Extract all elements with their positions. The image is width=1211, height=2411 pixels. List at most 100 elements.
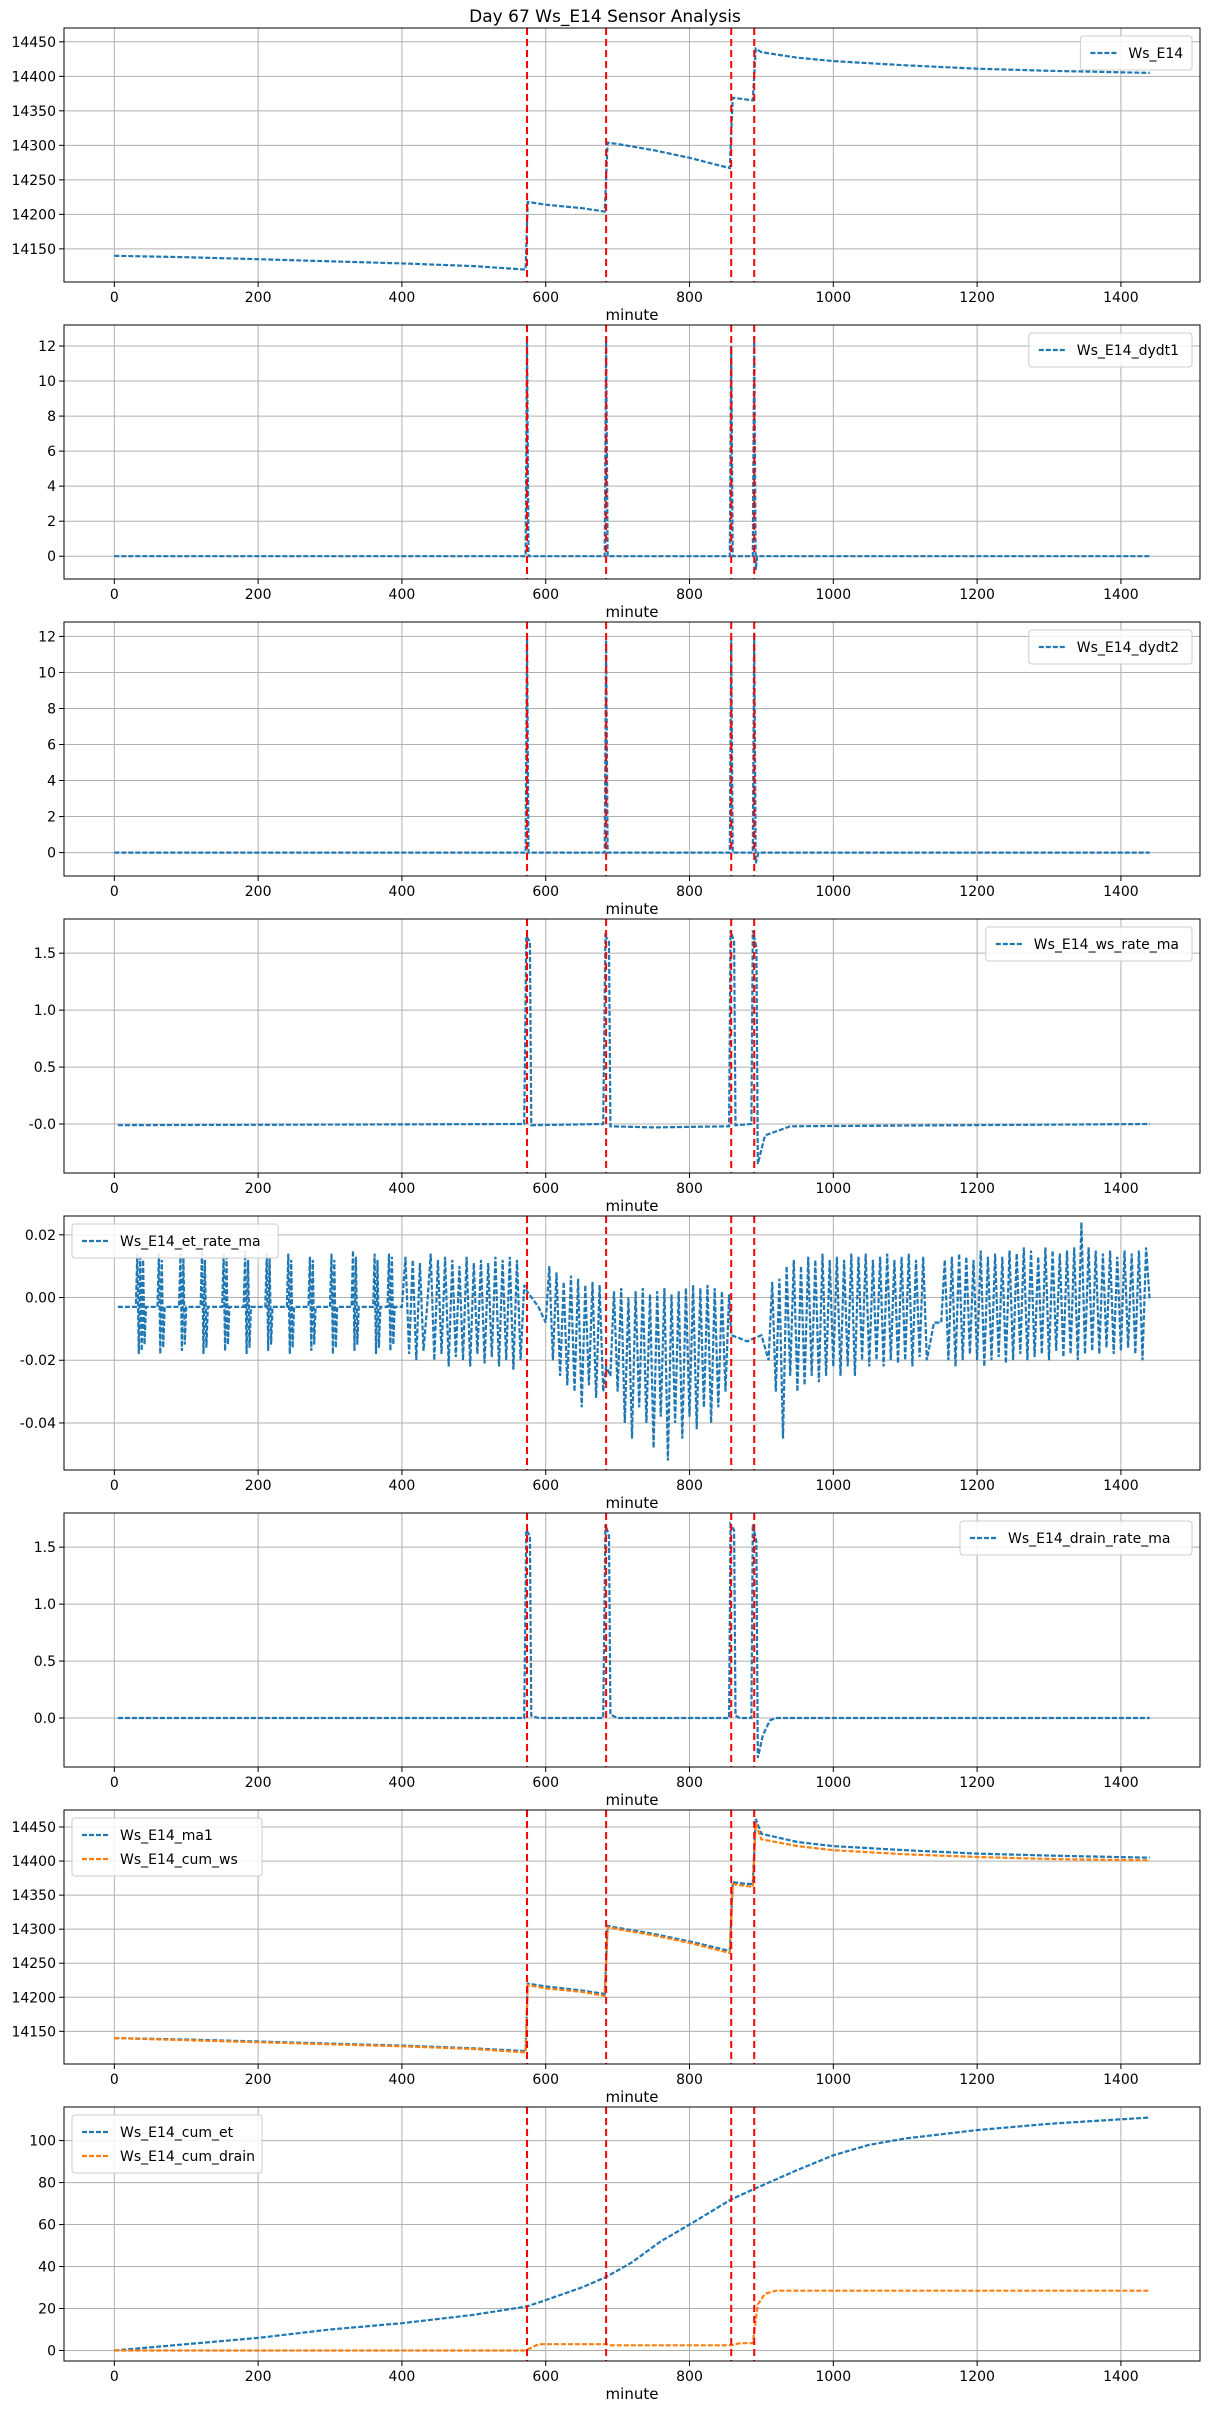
series-line-Ws_E14_et_rate_ma bbox=[117, 1222, 1151, 1461]
x-tick-label: 600 bbox=[532, 1478, 559, 1494]
legend: Ws_E14_drain_rate_ma bbox=[959, 1520, 1193, 1556]
axes-frame bbox=[63, 1215, 1201, 1471]
x-tick-label: 1200 bbox=[959, 884, 995, 900]
x-tick-label: 1200 bbox=[959, 1478, 995, 1494]
x-tick-label: 400 bbox=[389, 1478, 416, 1494]
axes-frame bbox=[63, 621, 1201, 877]
series-group bbox=[114, 337, 1150, 571]
panel-1: 0 200 400 600 800 1000 1200 1400 minute 14150 1420… bbox=[11, 27, 1201, 324]
series-group bbox=[114, 1818, 1150, 2054]
y-tick-label: 10 bbox=[38, 665, 56, 681]
y-tick-label: 14250 bbox=[11, 1956, 56, 1972]
series-line-Ws_E14_cum_ws bbox=[114, 1823, 1150, 2054]
x-tick-label: 1000 bbox=[815, 1181, 851, 1197]
y-tick-label: 14150 bbox=[11, 2024, 56, 2040]
x-tick-label: 1000 bbox=[815, 2072, 851, 2088]
x-tick-label: 200 bbox=[245, 587, 272, 603]
x-tick-label: 1400 bbox=[1103, 2369, 1139, 2385]
panel-6: 0 200 400 600 800 1000 1200 1400 minute 0.0 0.5 1.0… bbox=[34, 1512, 1201, 1809]
axes-frame bbox=[63, 1809, 1201, 2065]
x-tick-label: 800 bbox=[676, 884, 703, 900]
x-axis-label: minute bbox=[606, 1197, 659, 1215]
y-tick-label: 14450 bbox=[11, 35, 56, 51]
x-tick-label: 0 bbox=[110, 2072, 119, 2088]
x-tick-label: 1000 bbox=[815, 290, 851, 306]
x-tick-label: 1400 bbox=[1103, 1775, 1139, 1791]
series-group bbox=[117, 1520, 1150, 1759]
y-tick-label: 14400 bbox=[11, 1854, 56, 1870]
y-tick-label: 2 bbox=[47, 810, 56, 826]
x-tick-label: 0 bbox=[110, 884, 119, 900]
y-tick-label: 0 bbox=[47, 846, 56, 862]
y-tick-label: 20 bbox=[38, 2302, 56, 2318]
x-tick-label: 400 bbox=[389, 2369, 416, 2385]
legend-box bbox=[1028, 332, 1193, 368]
x-tick-label: 1400 bbox=[1103, 1181, 1139, 1197]
axes-frame bbox=[63, 918, 1201, 1174]
x-tick-label: 1000 bbox=[815, 884, 851, 900]
y-tick-label: 12 bbox=[38, 339, 56, 355]
panel-2: 0 200 400 600 800 1000 1200 1400 minute 0 2 4 6 8 10 12… bbox=[38, 324, 1201, 621]
legend: Ws_E14_ws_rate_ma bbox=[985, 926, 1193, 962]
y-tick-label: 6 bbox=[47, 737, 56, 753]
y-tick-label: 1.0 bbox=[34, 1597, 56, 1613]
event-lines bbox=[526, 325, 756, 579]
legend: Ws_E14_ma1 Ws_E14_cum_ws bbox=[71, 1817, 263, 1877]
event-lines bbox=[526, 1810, 756, 2064]
x-tick-label: 800 bbox=[676, 1775, 703, 1791]
y-tick-label: 12 bbox=[38, 629, 56, 645]
legend-label: Ws_E14 bbox=[1128, 46, 1183, 62]
y-tick-label: 0.0 bbox=[34, 1711, 56, 1727]
x-tick-label: 1200 bbox=[959, 1181, 995, 1197]
y-tick-label: 0.02 bbox=[25, 1228, 56, 1244]
x-tick-label: 0 bbox=[110, 1181, 119, 1197]
panel-8: 0 200 400 600 800 1000 1200 1400 minute 0 20 40 60 80… bbox=[29, 2106, 1201, 2403]
x-tick-label: 1400 bbox=[1103, 884, 1139, 900]
event-lines bbox=[526, 1513, 756, 1767]
y-tick-label: 100 bbox=[29, 2134, 56, 2150]
x-tick-label: 800 bbox=[676, 2369, 703, 2385]
y-tick-label: -0.04 bbox=[20, 1416, 56, 1432]
x-tick-label: 200 bbox=[245, 290, 272, 306]
legend-label: Ws_E14_ws_rate_ma bbox=[1034, 937, 1179, 953]
event-lines bbox=[526, 919, 756, 1173]
event-lines bbox=[526, 2107, 756, 2361]
y-tick-label: 14200 bbox=[11, 207, 56, 223]
x-tick-label: 400 bbox=[389, 587, 416, 603]
figure-title: Day 67 Ws_E14 Sensor Analysis bbox=[469, 7, 741, 27]
x-tick-label: 1400 bbox=[1103, 2072, 1139, 2088]
y-tick-label: 60 bbox=[38, 2218, 56, 2234]
x-tick-label: 600 bbox=[532, 290, 559, 306]
legend-label: Ws_E14_cum_et bbox=[120, 2125, 234, 2141]
x-tick-label: 600 bbox=[532, 1181, 559, 1197]
x-tick-label: 1200 bbox=[959, 2072, 995, 2088]
y-tick-label: 14350 bbox=[11, 104, 56, 120]
y-tick-label: 14250 bbox=[11, 173, 56, 189]
x-tick-label: 200 bbox=[245, 2072, 272, 2088]
panels: 0 200 400 600 800 1000 1200 1400minute141501420… bbox=[11, 27, 1201, 2403]
x-tick-label: 600 bbox=[532, 587, 559, 603]
x-axis-label: minute bbox=[606, 1791, 659, 1809]
legend-label: Ws_E14_cum_ws bbox=[120, 1852, 238, 1868]
y-tick-label: 10 bbox=[38, 374, 56, 390]
x-tick-label: 0 bbox=[110, 290, 119, 306]
y-tick-label: 14350 bbox=[11, 1888, 56, 1904]
legend-box bbox=[985, 926, 1193, 962]
x-tick-label: 800 bbox=[676, 587, 703, 603]
y-tick-label: 4 bbox=[47, 479, 56, 495]
series-line-Ws_E14 bbox=[114, 46, 1150, 271]
x-tick-label: 1200 bbox=[959, 587, 995, 603]
x-tick-label: 800 bbox=[676, 290, 703, 306]
gridlines bbox=[64, 325, 1200, 579]
y-tick-label: 1.0 bbox=[34, 1003, 56, 1019]
y-tick-label: 6 bbox=[47, 444, 56, 460]
y-tick-label: 14400 bbox=[11, 69, 56, 85]
x-tick-label: 200 bbox=[245, 2369, 272, 2385]
y-tick-label: -0.02 bbox=[20, 1353, 56, 1369]
series-line-Ws_E14_drain_rate_ma bbox=[117, 1520, 1150, 1759]
axes-frame bbox=[63, 324, 1201, 580]
x-tick-label: 400 bbox=[389, 1775, 416, 1791]
x-axis-label: minute bbox=[606, 2088, 659, 2106]
x-tick-label: 200 bbox=[245, 1775, 272, 1791]
series-group bbox=[114, 632, 1150, 864]
